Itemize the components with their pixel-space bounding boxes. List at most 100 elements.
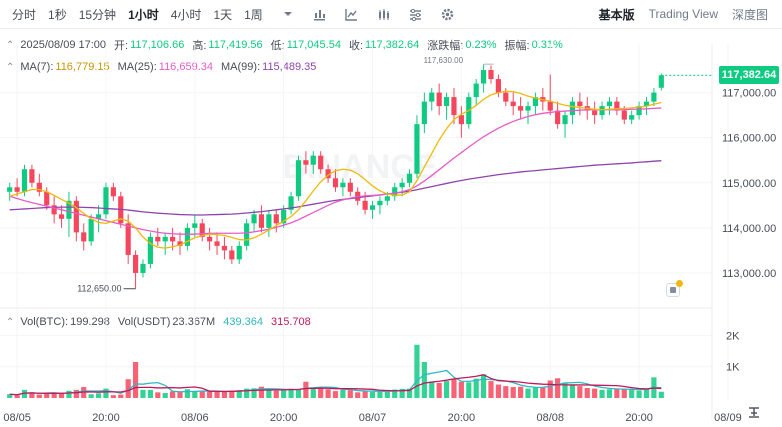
candle-body (503, 92, 509, 102)
volume-bar (110, 395, 116, 398)
volume-bar (429, 381, 435, 398)
candle-body (310, 155, 316, 165)
candle-body (162, 236, 168, 242)
tf-1w[interactable]: 1周 (244, 7, 263, 22)
time-axis-label: 08/06 (181, 412, 209, 424)
notification-icon[interactable] (666, 280, 683, 297)
candle-body (44, 191, 50, 206)
collapse-chevron-icon[interactable]: ⌃ (6, 61, 15, 73)
tf-1h[interactable]: 1小时 (128, 7, 159, 22)
volume-bar (332, 391, 339, 398)
view-tradingview[interactable]: Trading View (648, 7, 718, 21)
view-basic[interactable]: 基本版 (598, 7, 635, 22)
ma99-value: 115,489.35 (262, 61, 317, 73)
tf-1d[interactable]: 1天 (213, 7, 233, 22)
volume-bar (466, 382, 472, 398)
candle-body (258, 214, 265, 228)
volume-bar (592, 388, 598, 398)
settings-icon[interactable] (441, 7, 455, 21)
tf-1s[interactable]: 1秒 (48, 7, 67, 22)
volume-bar (155, 392, 161, 398)
volume-bar (58, 392, 65, 398)
candle-body (332, 178, 339, 188)
volume-bar (132, 362, 139, 398)
candle-body (555, 110, 561, 125)
collapse-chevron-icon[interactable]: ⌃ (6, 316, 15, 328)
volume-bar (258, 386, 265, 398)
volume-bar (488, 381, 494, 398)
candle-body (170, 236, 176, 242)
volume-bar (7, 394, 13, 398)
candle-body (295, 160, 302, 197)
candle-body (244, 223, 250, 246)
candle-body (303, 160, 309, 165)
axis-settings-icon[interactable] (747, 405, 761, 419)
volume-bar (147, 389, 153, 398)
ma99-line (9, 160, 662, 216)
candle-body (480, 70, 487, 84)
volume-bar (162, 392, 168, 398)
volume-bar (362, 391, 368, 398)
amplitude-label: 振幅: (504, 40, 530, 52)
view-depth[interactable]: 深度图 (731, 7, 768, 22)
volume-bar (192, 391, 198, 398)
volume-bar (140, 389, 146, 398)
volume-bar (88, 394, 94, 398)
candle-body (273, 214, 279, 224)
volume-bar (503, 386, 509, 398)
volume-bar (184, 389, 191, 398)
vol-btc-label: Vol(BTC): (20, 316, 69, 328)
candle-body (266, 214, 272, 228)
candle-body (651, 92, 657, 102)
max-price-label: 117,630.00 (424, 56, 464, 65)
volume-bar (281, 390, 287, 398)
indicator-icon[interactable] (345, 7, 359, 21)
collapse-chevron-icon[interactable]: ⌃ (6, 39, 15, 51)
volume-bar (495, 384, 501, 398)
volume-axis-label: 2K (726, 330, 740, 342)
volume-bar (207, 391, 213, 398)
volume-bar (629, 389, 635, 398)
time-axis-label: 08/08 (536, 412, 564, 424)
tf-fenshi[interactable]: 分时 (12, 7, 37, 22)
drawing-tools-icon[interactable] (377, 7, 391, 21)
volume-bar (125, 379, 131, 398)
candle-body (236, 245, 242, 260)
time-axis-label: 08/05 (3, 412, 31, 424)
volume-bar (606, 389, 613, 398)
candle-body (184, 227, 191, 246)
volume-bar (177, 392, 183, 398)
tf-4h[interactable]: 4小时 (170, 7, 202, 22)
candle-body (199, 223, 205, 237)
volume-bar (451, 378, 457, 398)
candle-body (592, 110, 598, 116)
candle-body (103, 187, 109, 215)
candle-body (369, 205, 376, 210)
open-value: 117,106.66 (130, 39, 185, 51)
time-axis-label: 20:00 (270, 412, 298, 424)
candle-body (14, 187, 20, 192)
candle-body (606, 101, 613, 107)
volume-bar (621, 389, 627, 398)
ma25-line (9, 107, 662, 235)
candle-body (577, 101, 583, 107)
volume-bar (510, 387, 516, 398)
tf-15m[interactable]: 15分钟 (78, 7, 117, 22)
candle-body (547, 101, 553, 111)
dropdown-icon[interactable] (281, 7, 295, 21)
volume-bar (384, 390, 390, 398)
candle-body (525, 106, 531, 111)
ma7-label: MA(7): (20, 61, 54, 73)
chart-style-icon[interactable] (409, 7, 423, 21)
volume-bar (518, 386, 524, 398)
volume-bar (347, 390, 353, 398)
vol-ma1-value: 439.364 (223, 316, 263, 328)
price-axis-label: 114,000.00 (722, 223, 776, 235)
ma99-label: MA(99): (221, 61, 261, 73)
candle-type-icon[interactable] (313, 7, 327, 21)
volume-bar (221, 391, 228, 398)
candle-body (510, 101, 516, 107)
vol-ma2-value: 315.708 (270, 316, 311, 328)
candle-body (229, 250, 235, 260)
